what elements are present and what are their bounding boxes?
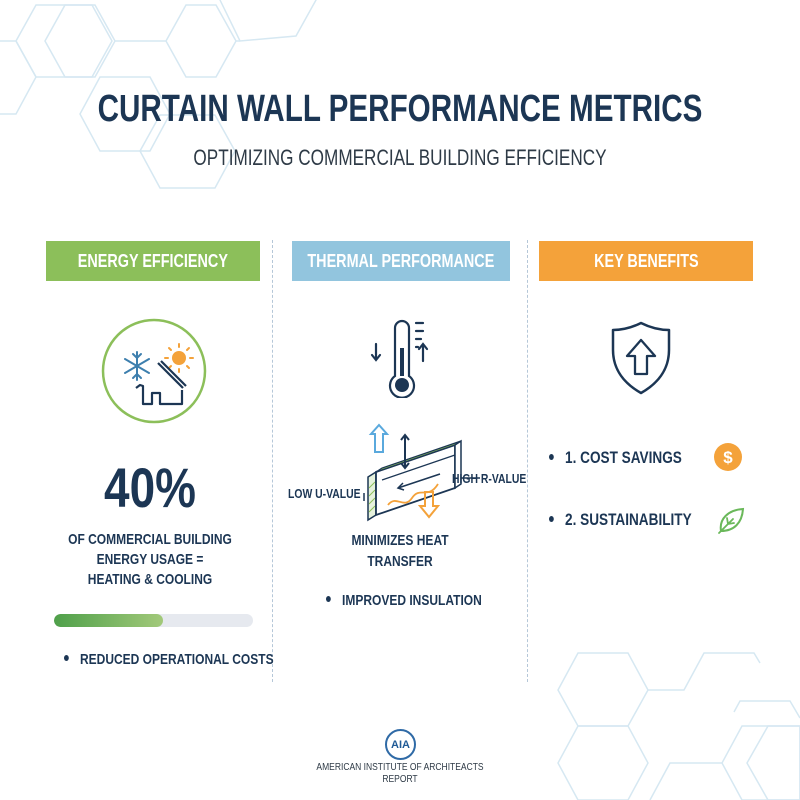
energy-bullet: REDUCED OPERATIONAL COSTS: [64, 651, 274, 668]
benefit-item-sustainability: 2. SUSTAINABILITY: [549, 510, 692, 530]
energy-stat-line: OF COMMERCIAL BUILDING: [68, 531, 232, 548]
key-benefits-header: KEY BENEFITS: [539, 241, 753, 281]
benefit-item-label: 2. SUSTAINABILITY: [565, 510, 692, 529]
energy-stat-line: HEATING & COOLING: [87, 571, 213, 588]
thermal-description: MINIMIZES HEAT TRANSFER: [290, 530, 510, 572]
thermal-bullet-label: IMPROVED INSULATION: [342, 592, 482, 609]
thermometer-icon: [370, 319, 429, 398]
bullet-dot-icon: [549, 515, 554, 522]
footer-line-2: REPORT: [382, 774, 418, 785]
energy-progress-fill: [54, 614, 164, 627]
svg-text:$: $: [723, 448, 733, 467]
column-divider: [527, 240, 528, 682]
bullet-dot-icon: [64, 655, 69, 662]
shield-arrow-up-icon: [611, 321, 671, 395]
leaf-icon: [718, 507, 745, 534]
house-snowflake-sun-icon: [101, 318, 207, 424]
energy-efficiency-header: ENERGY EFFICIENCY: [46, 241, 260, 281]
energy-efficiency-header-label: ENERGY EFFICIENCY: [77, 250, 229, 271]
footer-attribution: AMERICAN INSTITUTE OF ARCHITEACTS REPORT: [0, 762, 800, 786]
energy-progress-bar: [54, 614, 253, 627]
column-divider: [272, 240, 273, 682]
page-title: CURTAIN WALL PERFORMANCE METRICS: [97, 88, 703, 130]
energy-stat-description: OF COMMERCIAL BUILDING ENERGY USAGE = HE…: [30, 530, 270, 590]
benefit-item-cost-savings: 1. COST SAVINGS: [549, 448, 682, 468]
thermal-description-line: TRANSFER: [367, 553, 433, 570]
dollar-coin-icon: $: [714, 443, 742, 471]
energy-bullet-label: REDUCED OPERATIONAL COSTS: [80, 651, 274, 668]
thermal-description-line: MINIMIZES HEAT: [351, 532, 449, 549]
low-u-value-label: LOW U-VALUE: [288, 486, 361, 501]
aia-logo: AIA: [385, 729, 416, 760]
benefit-item-label: 1. COST SAVINGS: [565, 448, 682, 467]
energy-stat-line: ENERGY USAGE =: [96, 551, 204, 568]
wall-section-diagram-icon: [363, 423, 480, 522]
bullet-dot-icon: [326, 596, 331, 603]
thermal-performance-header: THERMAL PERFORMANCE: [292, 241, 510, 281]
bullet-dot-icon: [549, 453, 554, 460]
aia-logo-text: AIA: [391, 738, 410, 751]
energy-stat-value: 40%: [104, 456, 196, 519]
key-benefits-header-label: KEY BENEFITS: [593, 250, 699, 271]
thermal-performance-header-label: THERMAL PERFORMANCE: [307, 250, 495, 271]
footer-line-1: AMERICAN INSTITUTE OF ARCHITEACTS: [316, 762, 484, 773]
thermal-bullet: IMPROVED INSULATION: [326, 592, 482, 609]
page-subtitle: OPTIMIZING COMMERCIAL BUILDING EFFICIENC…: [193, 145, 607, 170]
high-r-value-label: HIGH R-VALUE: [452, 471, 527, 486]
